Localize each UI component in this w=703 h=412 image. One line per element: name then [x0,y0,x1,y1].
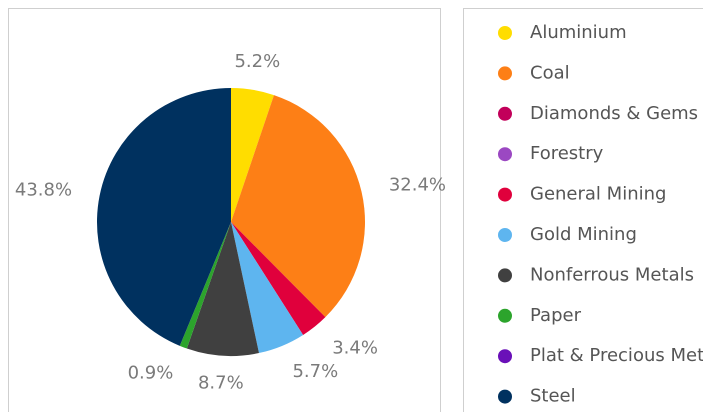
pie-slice [231,222,304,354]
data-label: 3.4% [332,337,378,358]
legend-marker [498,349,512,364]
legend-label: General Mining [530,184,666,205]
legend-label: Paper [530,305,582,326]
data-label: 5.2% [234,51,280,72]
pie-slice [231,88,274,222]
legend-label: Coal [530,62,570,83]
legend-label: Steel [530,386,576,407]
legend-marker [498,66,512,81]
legend-marker [498,228,512,242]
data-label: 0.9% [128,362,174,383]
pie-slice [97,88,231,346]
legend-label: Forestry [530,143,604,164]
legend-marker [498,389,512,404]
data-label: 32.4% [389,174,446,195]
legend-marker [498,268,512,283]
legend-frame [463,8,703,412]
legend-marker [498,308,512,323]
legend-marker [498,106,512,121]
legend-marker [498,187,512,202]
legend-label: Diamonds & Gems [530,103,698,124]
pie-slice [179,222,231,349]
plot-frame [8,8,441,412]
pie-slice [231,95,365,318]
pie-slice [231,222,326,335]
legend-label: Plat & Precious Met [530,345,703,366]
legend-marker [498,147,512,162]
pie-slice [186,222,259,356]
data-label: 5.7% [292,361,338,382]
legend-label: Nonferrous Metals [530,264,694,285]
data-label: 43.8% [15,179,72,200]
legend-label: Gold Mining [530,224,637,245]
legend-marker [498,26,512,40]
legend-label: Aluminium [530,22,627,43]
data-label: 8.7% [198,373,244,394]
